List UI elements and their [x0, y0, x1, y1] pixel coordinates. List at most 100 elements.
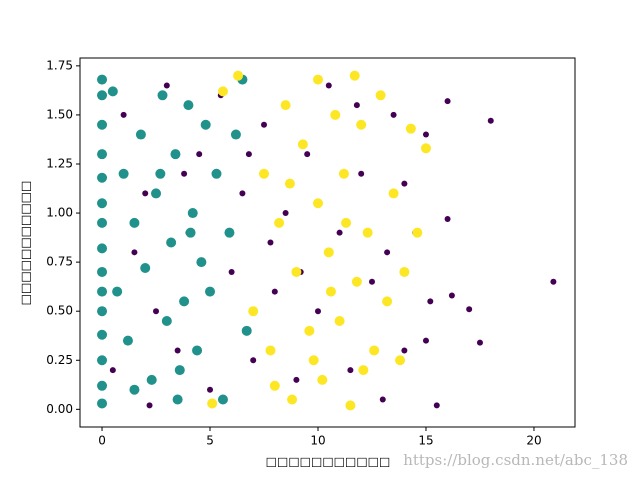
point: [228, 268, 235, 275]
point: [271, 288, 278, 295]
point: [166, 237, 177, 248]
point: [412, 227, 423, 238]
point: [112, 286, 123, 297]
y-tick-label: 1.75: [46, 58, 73, 72]
point: [265, 345, 276, 356]
y-tick-label: 0.50: [46, 304, 73, 318]
point: [163, 82, 170, 89]
point: [351, 276, 362, 287]
plot-frame: [79, 57, 576, 428]
point: [155, 168, 166, 179]
point: [205, 286, 216, 297]
point: [97, 74, 108, 85]
point: [161, 316, 172, 327]
watermark: https://blog.csdn.net/abc_138: [403, 451, 628, 469]
point: [401, 347, 408, 354]
point: [358, 365, 369, 376]
point: [399, 266, 410, 277]
point: [358, 170, 365, 177]
point: [151, 188, 162, 199]
point: [97, 243, 108, 254]
point: [187, 208, 198, 219]
point: [308, 355, 319, 366]
point: [405, 123, 416, 134]
x-tick-label: 10: [310, 434, 325, 448]
point: [122, 335, 133, 346]
plot-points: [97, 70, 557, 411]
point: [196, 257, 207, 268]
x-tick-label: 20: [526, 434, 541, 448]
point: [97, 398, 108, 409]
point: [304, 151, 311, 158]
point: [422, 337, 429, 344]
point: [395, 355, 406, 366]
point: [444, 98, 451, 105]
point: [323, 247, 334, 258]
y-tick-label: 0.00: [46, 402, 73, 416]
point: [211, 168, 222, 179]
point: [157, 90, 168, 101]
point: [97, 172, 108, 183]
point: [172, 394, 183, 405]
point: [97, 306, 108, 317]
point: [241, 325, 252, 336]
point: [97, 380, 108, 391]
point: [317, 374, 328, 385]
point: [368, 278, 375, 285]
point: [347, 367, 354, 374]
point: [390, 111, 397, 118]
y-tick-label: 1.25: [46, 156, 73, 170]
point: [185, 227, 196, 238]
point: [129, 217, 140, 228]
y-tick-label: 0.25: [46, 353, 73, 367]
point: [97, 266, 108, 277]
point: [245, 151, 252, 158]
point: [291, 266, 302, 277]
point: [427, 298, 434, 305]
point: [338, 168, 349, 179]
point: [224, 227, 235, 238]
point: [131, 249, 138, 256]
point: [325, 82, 332, 89]
point: [336, 229, 343, 236]
point: [207, 386, 214, 393]
point: [345, 400, 356, 411]
point: [384, 249, 391, 256]
point: [217, 394, 228, 405]
point: [297, 139, 308, 150]
point: [274, 217, 285, 228]
point: [179, 296, 190, 307]
point: [353, 102, 360, 109]
point: [183, 100, 194, 111]
point: [230, 129, 241, 140]
point: [97, 119, 108, 130]
point: [280, 100, 291, 111]
point: [97, 90, 108, 101]
point: [341, 217, 352, 228]
point: [239, 190, 246, 197]
point: [140, 263, 151, 274]
point: [97, 286, 108, 297]
point: [217, 86, 228, 97]
point: [153, 308, 160, 315]
point: [97, 355, 108, 366]
point: [170, 149, 181, 160]
point: [550, 278, 557, 285]
point: [466, 306, 473, 313]
point: [420, 143, 431, 154]
point: [146, 374, 157, 385]
point: [135, 129, 146, 140]
point: [250, 357, 257, 364]
point: [375, 90, 386, 101]
point: [379, 396, 386, 403]
point: [267, 239, 274, 246]
y-tick-label: 1.00: [46, 206, 73, 220]
x-tick-label: 15: [418, 434, 433, 448]
point: [401, 180, 408, 187]
point: [284, 178, 295, 189]
point: [433, 402, 440, 409]
point: [261, 121, 268, 128]
x-axis-label: □□□□□□□□□□□: [266, 455, 391, 469]
point: [181, 170, 188, 177]
